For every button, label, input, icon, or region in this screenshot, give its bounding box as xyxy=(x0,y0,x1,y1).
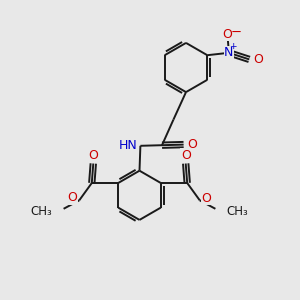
Text: CH₃: CH₃ xyxy=(227,205,249,218)
Text: N: N xyxy=(224,46,234,59)
Text: O: O xyxy=(253,53,262,66)
Text: O: O xyxy=(181,149,190,162)
Text: CH₃: CH₃ xyxy=(30,205,52,218)
Text: −: − xyxy=(230,26,242,39)
Text: HN: HN xyxy=(119,139,137,152)
Text: O: O xyxy=(187,138,196,151)
Text: O: O xyxy=(223,28,232,41)
Text: O: O xyxy=(202,191,211,205)
Text: O: O xyxy=(88,149,98,162)
Text: +: + xyxy=(229,42,237,51)
Text: O: O xyxy=(68,191,77,205)
